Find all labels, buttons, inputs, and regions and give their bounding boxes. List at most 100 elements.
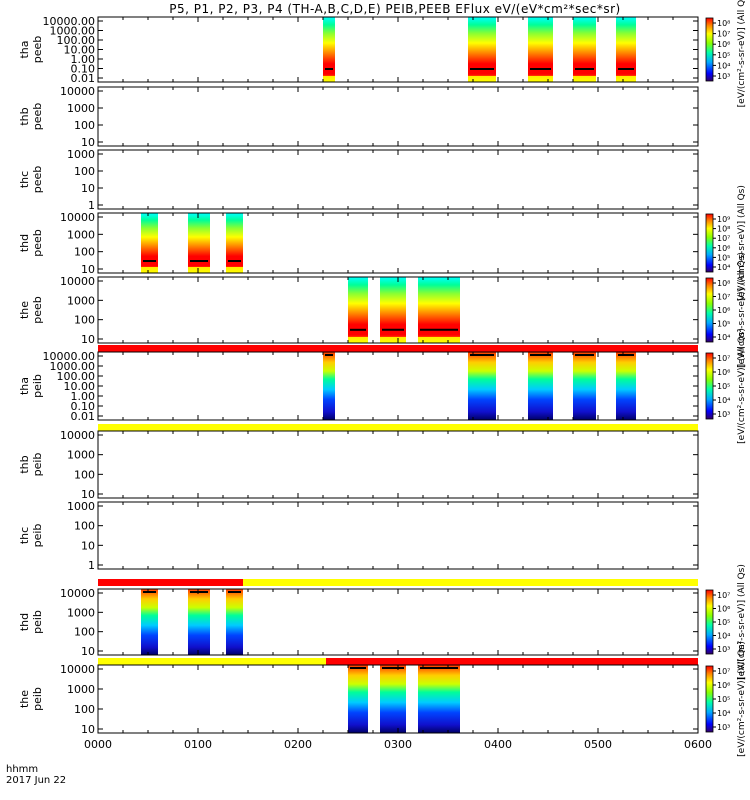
- spectrogram-interval: [380, 277, 406, 343]
- instrument-label: peib: [31, 610, 44, 634]
- colorbar-tick-label: 10⁵: [717, 51, 730, 60]
- y-tick-label: 10.00: [64, 380, 96, 393]
- y-tick-label: 1000.00: [50, 360, 96, 373]
- date-label: 2017 Jun 22: [6, 775, 67, 786]
- panel-frame: [97, 149, 699, 210]
- colorbar: [705, 352, 714, 420]
- colorbar-tick-label: 10⁶: [717, 368, 730, 377]
- probe-label: thc: [18, 527, 31, 544]
- footer-label: hhmm 2017 Jun 22: [6, 764, 66, 786]
- colorbar-tick-label: 10⁸: [717, 225, 730, 234]
- colorbar-label: [eV/(cm²-s-sr-eV)] (All Qs): [737, 641, 747, 757]
- panel-thc-peib: 1000 100 10 1 thc peib: [18, 500, 699, 572]
- colorbar-label: [eV/(cm²-s-sr-eV)] (All Qs): [737, 0, 747, 107]
- instrument-label: peib: [31, 524, 44, 548]
- colorbar-tick-label: 10⁷: [717, 591, 730, 600]
- colorbar-tick-label: 10³: [717, 723, 730, 732]
- low-energy-band: [528, 76, 553, 82]
- instrument-label: peib: [31, 687, 44, 711]
- spectrogram-interval: [323, 17, 335, 82]
- spectrogram-interval: [418, 277, 460, 343]
- low-energy-band: [348, 337, 368, 343]
- colorbar-tick-label: 10⁷: [717, 234, 730, 243]
- low-energy-band: [573, 76, 596, 82]
- y-tick-label: 100.00: [57, 34, 96, 47]
- colorbar-tick-label: 10⁴: [717, 396, 730, 405]
- y-tick-label: 0.01: [71, 410, 96, 423]
- colorbar: [705, 17, 714, 82]
- instrument-label: peeb: [31, 229, 44, 257]
- status-bar-segment: [98, 424, 698, 431]
- y-tick-label: 1000.00: [50, 25, 96, 38]
- y-tick-label: 10: [81, 333, 95, 346]
- status-bar-segment: [326, 658, 698, 665]
- probe-label: the: [18, 690, 31, 708]
- spectrogram-interval: [323, 352, 335, 420]
- y-tick-label: 1.00: [71, 390, 96, 403]
- low-energy-band: [226, 267, 243, 273]
- instrument-label: peib: [31, 374, 44, 398]
- colorbar-tick-label: 10³: [717, 72, 730, 81]
- colorbar-tick-label: 10⁶: [717, 40, 730, 49]
- y-tick-label: 1: [88, 199, 95, 212]
- colorbar-tick-label: 10⁹: [717, 215, 730, 224]
- spectrogram-interval: [188, 589, 210, 655]
- y-tick-label: 10000: [60, 275, 95, 288]
- colorbar-tick-label: 10⁸: [717, 19, 730, 28]
- y-tick-label: 100: [74, 165, 95, 178]
- panel-thd-peib: 10000 1000 100 10 thd peib 10⁷ 10⁶ 10⁵ 10⁴ 10³ [eV/…: [18, 564, 747, 680]
- instrument-label: peib: [31, 453, 44, 477]
- y-tick-label: 100: [74, 246, 95, 259]
- colorbar: [705, 213, 714, 273]
- plot-title: P5, P1, P2, P3, P4 (TH-A,B,C,D,E) PEIB,P…: [169, 2, 621, 16]
- y-tick-label: 10000: [60, 429, 95, 442]
- instrument-label: peeb: [31, 296, 44, 324]
- y-tick-label: 100: [74, 703, 95, 716]
- spectrogram-interval: [141, 213, 158, 273]
- spectrogram-interval: [573, 352, 596, 420]
- panel-thb-peib: 10000 1000 100 10 thb peib: [18, 429, 699, 501]
- x-tick-label: 0500: [584, 738, 612, 751]
- colorbar-tick-label: 10⁵: [717, 618, 730, 627]
- y-tick-label: 0.10: [71, 400, 96, 413]
- colorbar-label: [eV/(cm²-s-sr-eV)] (All Qs): [737, 252, 747, 368]
- instrument-label: peeb: [31, 103, 44, 131]
- spectrogram-interval: [616, 17, 636, 82]
- panel-frame: [97, 86, 699, 147]
- y-tick-label: 1.00: [71, 53, 96, 66]
- spectrogram-interval: [141, 589, 158, 655]
- low-energy-band: [380, 337, 406, 343]
- spectrogram-interval: [468, 17, 496, 82]
- spectrogram-interval: [348, 277, 368, 343]
- y-tick-label: 100: [74, 119, 95, 132]
- panel-frame: [97, 351, 699, 421]
- probe-label: thb: [18, 107, 31, 125]
- low-energy-band: [188, 267, 210, 273]
- y-tick-label: 10000: [60, 211, 95, 224]
- low-energy-band: [616, 76, 636, 82]
- colorbar-tick-label: 10⁴: [717, 333, 730, 342]
- x-tick-label: 0600: [684, 738, 712, 751]
- y-tick-label: 0.01: [71, 72, 96, 85]
- probe-label: thd: [18, 613, 31, 631]
- y-tick-label: 10.00: [64, 44, 96, 57]
- y-tick-label: 10: [81, 539, 95, 552]
- y-tick-label: 10: [81, 488, 95, 501]
- probe-label: tha: [18, 377, 31, 395]
- spectrogram-interval: [226, 589, 243, 655]
- colorbar-tick-label: 10³: [717, 410, 730, 419]
- spectrogram-interval: [348, 665, 368, 733]
- y-tick-label: 1000: [67, 500, 95, 513]
- spectrogram-interval: [226, 213, 243, 273]
- colorbar-tick-label: 10⁶: [717, 306, 730, 315]
- y-tick-label: 100.00: [57, 370, 96, 383]
- colorbar-tick-label: 10⁴: [717, 709, 730, 718]
- colorbar-tick-label: 10⁸: [717, 279, 730, 288]
- status-bar-segment: [243, 579, 698, 586]
- y-tick-label: 1000: [67, 683, 95, 696]
- colorbar-tick-label: 10³: [717, 645, 730, 654]
- colorbar-tick-label: 10⁶: [717, 681, 730, 690]
